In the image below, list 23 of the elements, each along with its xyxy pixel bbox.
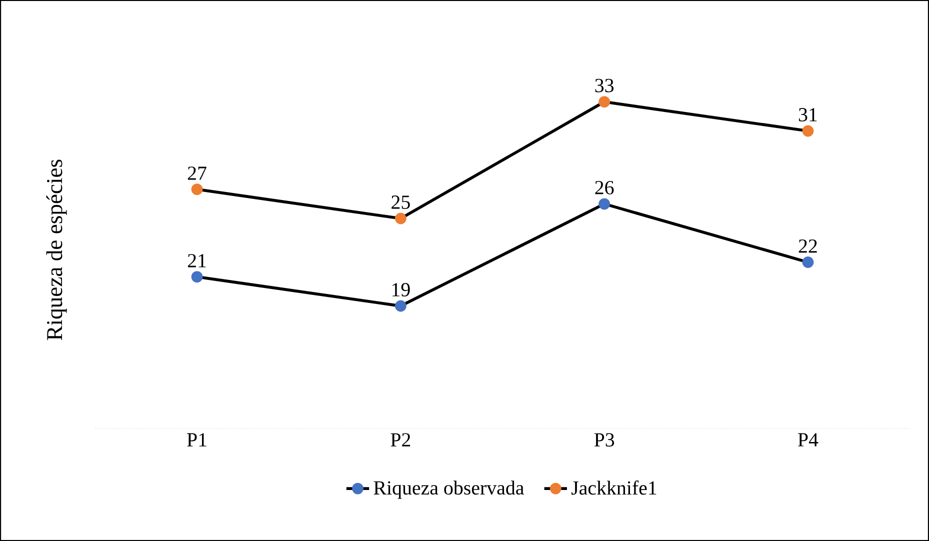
point bbox=[598, 96, 610, 108]
point bbox=[394, 300, 406, 312]
x-tick-label: P2 bbox=[390, 433, 410, 446]
data-label: 31 bbox=[798, 108, 817, 122]
x-tick-label: P3 bbox=[594, 433, 614, 447]
legend-label: Jackknife1 bbox=[571, 480, 656, 495]
data-label: 33 bbox=[595, 78, 614, 92]
point bbox=[598, 198, 610, 210]
data-label: 27 bbox=[188, 166, 206, 180]
data-label: 25 bbox=[392, 196, 410, 209]
legend-label: Riqueza observada bbox=[374, 480, 524, 499]
point bbox=[191, 271, 203, 283]
data-label: 21 bbox=[188, 254, 206, 268]
data-label: 19 bbox=[392, 283, 410, 296]
point bbox=[191, 184, 203, 196]
y-axis-title: Riqueza de espécies bbox=[46, 160, 67, 340]
point bbox=[802, 125, 814, 137]
data-label: 26 bbox=[595, 180, 614, 194]
x-tick-label: P1 bbox=[187, 433, 206, 446]
x-tick-label: P4 bbox=[798, 433, 818, 446]
point bbox=[394, 212, 406, 224]
data-label: 22 bbox=[798, 239, 817, 253]
point bbox=[802, 256, 814, 268]
